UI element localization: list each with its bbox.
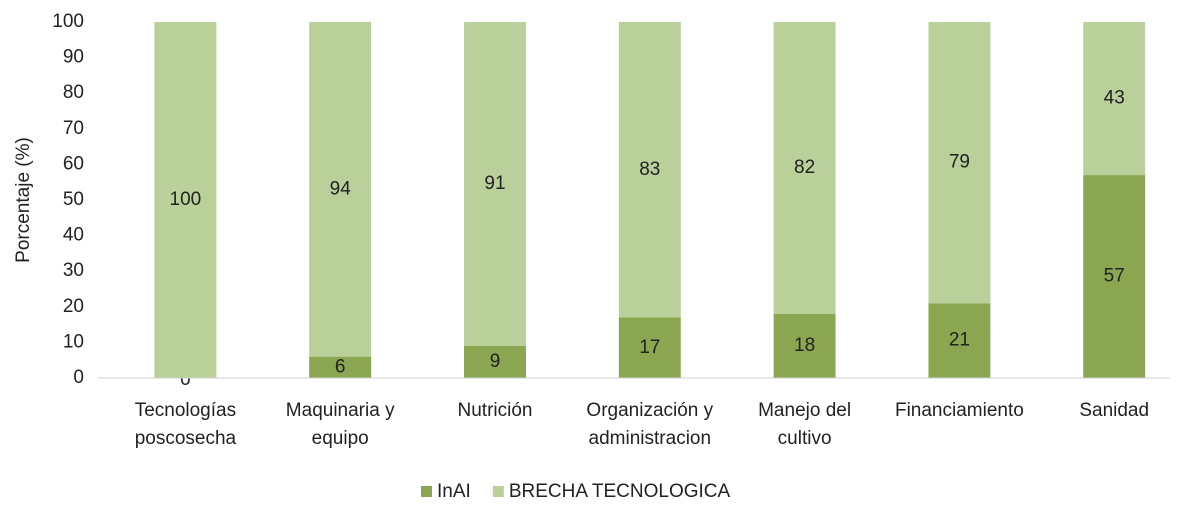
x-tick-label: Maquinaria y [286, 400, 395, 421]
y-tick-label: 60 [63, 153, 84, 174]
data-label: 6 [335, 356, 346, 377]
legend-swatch [492, 486, 504, 497]
y-tick-label: 80 [63, 82, 84, 103]
bar-segment [464, 22, 526, 346]
y-tick-label: 30 [63, 260, 84, 281]
bar-segment [464, 345, 526, 378]
data-label: 83 [639, 159, 660, 180]
x-tick-label: Sanidad [1079, 400, 1149, 421]
y-axis-label: Porcentaje (%) [13, 137, 34, 263]
data-label: 57 [1104, 266, 1125, 287]
bar-segment [618, 317, 681, 378]
bar-segment [928, 22, 991, 304]
y-tick-label: 0 [73, 367, 84, 388]
data-label: 94 [330, 178, 352, 199]
x-tick-label: Organización y [586, 400, 713, 421]
data-label: 82 [794, 157, 815, 178]
data-label: 0 [180, 369, 191, 390]
bar-segment [1083, 175, 1146, 378]
legend-label: BRECHA TECNOLOGICA [509, 481, 731, 502]
bar-segment [928, 303, 991, 378]
data-label: 91 [484, 173, 505, 194]
y-tick-label: 70 [63, 118, 84, 139]
bar-segment [309, 22, 372, 357]
y-tick-label: 90 [63, 47, 84, 68]
data-label: 9 [490, 351, 501, 372]
x-tick-label: cultivo [778, 428, 832, 449]
x-tick-label: equipo [312, 428, 369, 449]
y-tick-label: 20 [63, 296, 84, 317]
x-tick-label: Financiamiento [895, 400, 1024, 421]
x-tick-label: poscosecha [135, 428, 237, 449]
data-label: 18 [794, 335, 815, 356]
data-label: 43 [1104, 88, 1125, 109]
x-tick-label: Manejo del [758, 400, 851, 421]
data-label: 100 [170, 189, 202, 210]
bar-segment [1083, 22, 1146, 176]
data-label: 21 [949, 330, 970, 351]
bar-segment [309, 356, 372, 378]
bar-segment [618, 22, 681, 318]
legend-label: InAI [437, 481, 471, 502]
bar-segment [773, 313, 836, 378]
y-tick-label: 10 [63, 331, 84, 352]
data-label: 17 [639, 337, 660, 358]
x-tick-label: Nutrición [458, 400, 533, 421]
y-tick-label: 100 [52, 11, 84, 32]
legend-swatch [421, 486, 432, 497]
bar-segment [154, 22, 217, 378]
x-tick-label: administracion [589, 428, 712, 449]
bar-segment [773, 22, 836, 314]
y-tick-label: 50 [63, 189, 84, 210]
data-label: 79 [949, 152, 970, 173]
x-tick-label: Tecnologías [135, 400, 236, 421]
y-tick-label: 40 [63, 225, 84, 246]
